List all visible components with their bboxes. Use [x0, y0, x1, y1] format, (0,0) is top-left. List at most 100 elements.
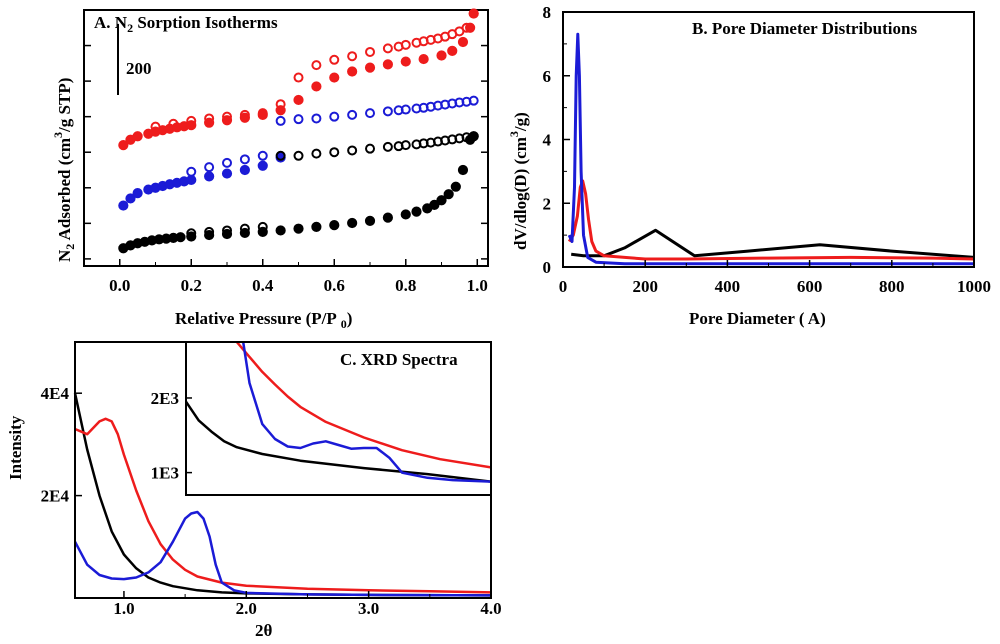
adsorption-point-red — [382, 59, 393, 70]
adsorption-point-red — [347, 66, 358, 77]
b-ytick-label: 2 — [543, 194, 552, 213]
b-ytick-label: 8 — [543, 3, 552, 22]
adsorption-point-black — [364, 215, 376, 226]
b-xtick-label: 600 — [797, 277, 823, 296]
inset-lines — [186, 342, 491, 483]
inset-line-blue — [241, 342, 491, 483]
panel-a: 0.0 0.2 0.4 0.6 0.8 1.0 A. N2 Sorption Isothe… — [51, 8, 489, 331]
adsorption-point-red — [118, 140, 129, 151]
c-xtick-label: 1.0 — [113, 599, 134, 618]
adsorption-point-black — [400, 209, 411, 220]
b-ytick-label: 0 — [543, 258, 552, 277]
panel-a-title-suffix: Sorption Isotherms — [133, 13, 278, 32]
panel-a-title-prefix: A. N — [94, 13, 128, 32]
inset-line-red — [235, 342, 491, 469]
adsorption-point-black — [311, 221, 322, 232]
adsorption-point-black — [436, 195, 447, 206]
desorption-point-red — [150, 121, 161, 132]
desorption-point-red — [222, 111, 233, 122]
adsorption-point-blue — [221, 168, 233, 179]
desorption-point-blue — [257, 150, 268, 161]
panel-b-ylabel: dV/dlog(D) (cm3/g) — [507, 112, 530, 250]
adsorption-point-black — [429, 199, 440, 210]
b-xtick-label: 200 — [632, 277, 658, 296]
adsorption-point-black — [293, 223, 304, 234]
adsorption-point-black — [443, 189, 454, 200]
desorption-point-black — [347, 145, 358, 156]
panel-b-lines — [567, 32, 975, 266]
panel-a-ylabel: N2 Adsorbed (cm3/g STP) — [51, 78, 77, 262]
panel-b-ytick-labels: 0 2 4 6 8 — [543, 3, 552, 277]
panel-a-xlabel-close: ) — [347, 309, 353, 328]
desorption-point-red — [382, 43, 393, 54]
c-ytick-label: 4E4 — [41, 384, 70, 403]
adsorption-point-red — [239, 112, 250, 123]
desorption-point-black — [239, 223, 250, 234]
adsorption-point-black — [347, 217, 358, 229]
adsorption-point-blue — [132, 188, 143, 199]
panel-a-title: A. N2 Sorption Isotherms — [94, 13, 278, 35]
panel-a-ticks — [84, 9, 488, 266]
desorption-point-black — [275, 150, 286, 161]
panel-b-ylabel-prefix: dV/dlog(D) (cm — [511, 137, 530, 250]
panel-c-title: C. XRD Spectra — [340, 350, 458, 369]
adsorption-point-red — [329, 72, 340, 83]
adsorption-point-black — [275, 225, 286, 236]
panel-c-xlabel: 2θ — [255, 621, 273, 640]
panel-b-title: B. Pore Diameter Distributions — [692, 19, 917, 38]
panel-b-title-bg — [686, 17, 969, 39]
a-xtick-label: 0.0 — [109, 276, 130, 295]
a-xtick-label: 0.4 — [252, 276, 274, 295]
panel-c-inset: 1E3 2E3 C. XRD Spectra — [151, 341, 492, 496]
desorption-point-black — [311, 148, 322, 159]
panel-c-ytick-labels: 2E4 4E4 — [41, 384, 70, 505]
adsorption-point-blue — [257, 160, 268, 171]
panel-b-ticks — [562, 11, 975, 268]
desorption-point-blue — [239, 154, 250, 165]
panel-b-xtick-labels: 0 200 400 600 800 1000 — [559, 277, 991, 296]
b-ytick-label: 6 — [543, 67, 552, 86]
panel-a-xlabel-sub: 0 — [341, 317, 347, 331]
pore-line-black — [571, 228, 975, 259]
adsorption-point-black — [450, 181, 461, 192]
desorption-point-red — [239, 109, 250, 120]
adsorption-point-red — [436, 50, 447, 61]
panel-c-xtick-labels: 1.0 2.0 3.0 4.0 — [113, 599, 501, 618]
adsorption-point-black — [382, 212, 393, 223]
panel-a-ylabel-mid: Adsorbed (cm — [55, 138, 74, 244]
adsorption-point-red — [447, 45, 458, 56]
adsorption-point-blue — [118, 200, 129, 211]
desorption-point-black — [222, 225, 233, 236]
desorption-point-red — [275, 99, 286, 110]
desorption-point-blue — [382, 106, 393, 117]
adsorption-point-blue — [204, 171, 215, 182]
desorption-point-red — [393, 41, 404, 52]
panel-b: B. Pore Diameter Distributions 0 200 400 60… — [507, 3, 991, 328]
desorption-point-red — [347, 51, 358, 62]
adsorption-point-blue — [125, 193, 136, 204]
desorption-point-black — [204, 226, 215, 237]
panel-a-frame — [83, 9, 489, 267]
a-xtick-label: 0.8 — [395, 276, 416, 295]
desorption-point-red — [293, 72, 304, 83]
xrd-line-red — [74, 417, 492, 594]
desorption-point-black — [257, 221, 268, 232]
desorption-point-red — [311, 60, 322, 71]
panel-a-xlabel: Relative Pressure (P/P 0) — [175, 309, 352, 331]
panel-a-xlabel-main: Relative Pressure (P/P — [175, 309, 337, 328]
c-xtick-label: 2.0 — [236, 599, 257, 618]
inset-ticks — [186, 397, 192, 474]
inset-ytick-label: 1E3 — [151, 464, 179, 483]
desorption-point-blue — [393, 105, 404, 116]
panel-b-ylabel-suffix: /g) — [511, 112, 530, 132]
panel-a-title-sub: 2 — [127, 21, 133, 35]
panel-a-xtick-labels: 0.0 0.2 0.4 0.6 0.8 1.0 — [109, 276, 488, 295]
inset-ytick-labels: 1E3 2E3 — [151, 389, 179, 483]
desorption-point-red — [329, 54, 340, 65]
panel-a-ylabel-suffix: /g STP) — [55, 78, 74, 133]
desorption-point-blue — [411, 103, 422, 114]
desorption-point-black — [365, 143, 376, 154]
desorption-point-red — [204, 113, 215, 124]
desorption-point-blue — [222, 157, 233, 168]
